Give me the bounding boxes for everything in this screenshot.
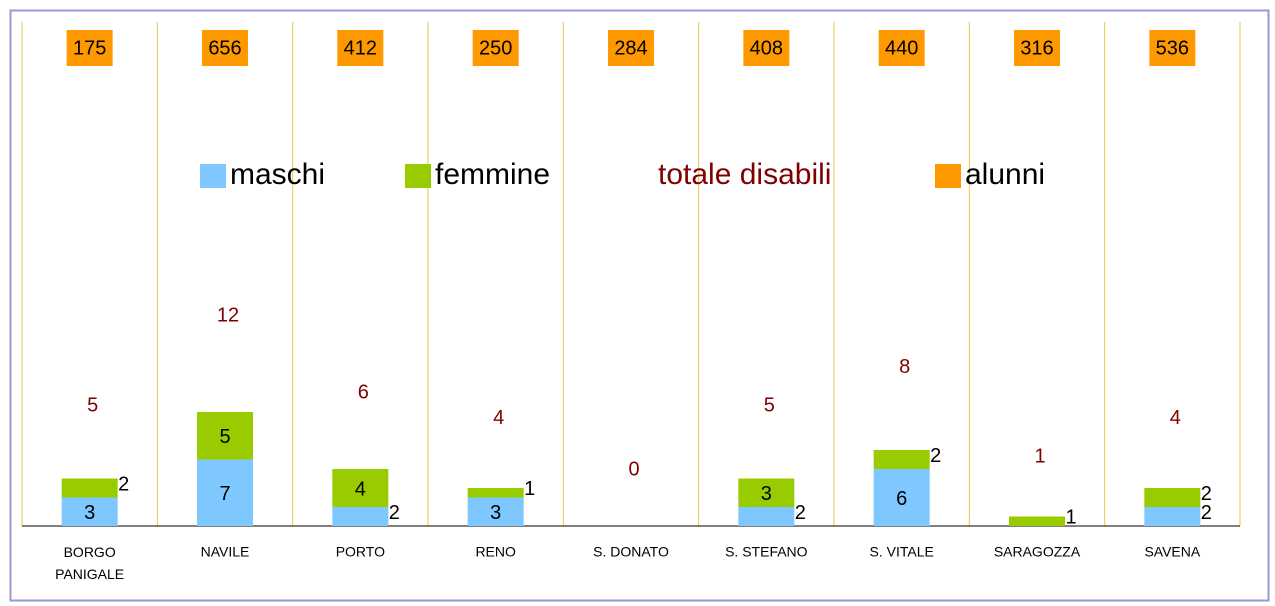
bar-segment xyxy=(1009,516,1065,526)
bar-segment xyxy=(197,459,253,526)
bar-segment xyxy=(873,450,930,469)
data-label: 12 xyxy=(217,305,239,327)
bar-segment xyxy=(197,412,253,460)
legend-label: maschi xyxy=(230,158,325,191)
label-box xyxy=(608,30,654,66)
legend-label: totale disabili xyxy=(658,158,831,191)
data-label: 3 xyxy=(761,483,772,505)
data-label: 7 xyxy=(219,483,230,505)
data-label: 2 xyxy=(1201,502,1212,524)
data-label: 408 xyxy=(750,37,783,59)
bar-segment xyxy=(61,497,118,526)
data-label: 6 xyxy=(896,488,907,510)
data-label: 3 xyxy=(490,502,501,524)
x-tick-label: PORTO xyxy=(336,544,385,560)
data-label: 6 xyxy=(358,381,369,403)
data-label: 440 xyxy=(885,37,918,59)
data-label: 656 xyxy=(208,37,241,59)
label-box xyxy=(743,30,790,66)
bar-segment xyxy=(1144,507,1201,526)
label-box xyxy=(1014,30,1060,66)
data-label: 2 xyxy=(389,502,400,524)
bar-segment xyxy=(61,478,118,498)
legend-label: alunni xyxy=(965,158,1045,191)
x-tick-label: S. STEFANO xyxy=(725,544,808,560)
label-box xyxy=(337,30,384,66)
data-label: 284 xyxy=(614,37,647,59)
data-label: 2 xyxy=(795,502,806,524)
data-label: 536 xyxy=(1156,37,1189,59)
bar-segment xyxy=(873,469,930,526)
label-box xyxy=(1149,30,1196,66)
x-tick-label: RENO xyxy=(475,544,516,560)
x-tick-label: S. DONATO xyxy=(593,544,669,560)
label-box xyxy=(202,30,248,66)
label-box xyxy=(878,30,925,66)
data-label: 8 xyxy=(899,356,910,378)
data-label: 5 xyxy=(87,394,98,416)
data-label: 1 xyxy=(1065,507,1076,529)
label-box xyxy=(66,30,113,66)
x-tick-label-line: PANIGALE xyxy=(55,566,124,582)
data-label: 4 xyxy=(493,407,504,429)
data-label: 4 xyxy=(355,478,366,500)
frame xyxy=(9,9,1270,602)
data-label: 5 xyxy=(219,426,230,448)
data-label: 1 xyxy=(1034,445,1045,467)
x-tick-label: S. VITALE xyxy=(870,544,934,560)
data-label: 175 xyxy=(73,37,106,59)
bar-segment xyxy=(738,507,795,526)
data-label: 4 xyxy=(1170,407,1181,429)
bar-segment xyxy=(332,469,389,507)
x-tick-label: NAVILE xyxy=(201,544,250,560)
data-label: 0 xyxy=(628,458,639,480)
bar-segment xyxy=(1144,488,1201,507)
data-label: 2 xyxy=(118,473,129,495)
legend-label: femmine xyxy=(435,158,550,191)
data-label: 316 xyxy=(1020,37,1053,59)
bar-segment xyxy=(332,507,389,526)
x-tick-label: SAVENA xyxy=(1144,544,1200,560)
data-label: 3 xyxy=(84,502,95,524)
bar-segment xyxy=(467,497,524,526)
legend-swatch xyxy=(200,164,226,188)
data-label: 2 xyxy=(930,445,941,467)
bar-segment xyxy=(467,488,524,498)
data-label: 2 xyxy=(1201,483,1212,505)
x-tick-label: BORGO PANIGALE xyxy=(55,544,124,582)
data-label: 412 xyxy=(344,37,377,59)
label-box xyxy=(472,30,519,66)
x-tick-label: SARAGOZZA xyxy=(994,544,1081,560)
data-label: 250 xyxy=(479,37,512,59)
data-label: 1 xyxy=(524,478,535,500)
data-label: 5 xyxy=(764,394,775,416)
bar-segment xyxy=(738,478,795,507)
legend-swatch xyxy=(935,164,961,188)
legend-swatch xyxy=(405,164,431,188)
x-tick-label-line: BORGO xyxy=(64,544,116,560)
